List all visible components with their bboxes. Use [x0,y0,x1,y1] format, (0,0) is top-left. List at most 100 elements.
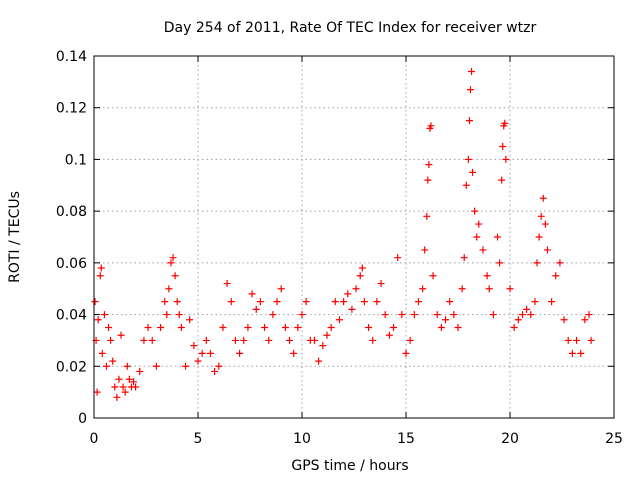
data-point [423,212,431,220]
data-point [473,233,481,241]
data-point [248,290,256,298]
data-point [533,259,541,267]
data-point [373,298,381,306]
data-point [406,336,414,344]
data-point [446,298,454,306]
data-point [548,298,556,306]
data-point [523,305,531,313]
data-point [315,357,323,365]
data-point [465,117,473,125]
data-point [117,331,125,339]
data-point [577,349,585,357]
data-point [273,298,281,306]
data-point [215,362,223,370]
data-point [198,349,206,357]
data-point [381,311,389,319]
data-point [514,316,522,324]
data-point [93,388,101,396]
data-point [281,324,289,331]
data-point [585,311,593,319]
data-point [541,220,549,228]
plot-frame [93,55,615,419]
chart-title: Day 254 of 2011, Rate Of TEC Index for r… [164,20,537,36]
data-point [236,349,244,357]
data-point [256,298,264,306]
data-point [244,324,252,331]
data-point [163,311,171,319]
data-point [464,155,472,163]
data-point [510,324,518,331]
data-point [539,194,547,202]
data-point [499,143,507,150]
data-point [302,298,310,306]
data-point [543,246,551,254]
data-point [506,285,514,293]
data-point [414,298,422,306]
data-point [352,285,360,293]
data-point [105,324,113,331]
data-point [121,388,129,396]
data-point [479,246,487,254]
data-point [227,298,235,306]
x-tick-label: 15 [397,431,415,447]
data-point [535,233,543,241]
data-point [358,264,366,272]
y-tick-label: 0.04 [56,308,87,324]
data-point [360,298,368,306]
data-point [144,324,152,331]
data-point [433,311,441,319]
data-point [390,324,398,331]
data-point [173,298,181,306]
data-point [319,342,327,350]
data-point [437,324,445,331]
data-point [111,383,119,391]
data-point [202,336,210,344]
y-tick-label: 0.12 [56,101,87,117]
data-point [98,349,106,357]
data-point [119,383,127,391]
data-point [286,336,294,344]
data-point [219,324,227,331]
data-point [427,122,435,130]
data-point [385,331,393,339]
data-point [458,285,466,293]
data-point [327,324,335,331]
data-point [91,298,99,306]
y-tick-labels: 0 0.02 0.04 0.06 0.08 0.1 0.12 0.14 [56,49,87,427]
data-point [537,212,545,220]
data-point [344,290,352,298]
x-tick-label: 10 [293,431,311,447]
data-point [240,336,248,344]
tick-marks [93,55,615,419]
data-point [527,311,535,319]
data-point [340,298,348,306]
data-point [462,181,470,189]
data-point [115,375,123,383]
data-point [194,357,202,365]
x-tick-label: 20 [501,431,519,447]
y-tick-label: 0.02 [56,359,87,375]
data-point [394,254,402,262]
data-point [498,176,506,184]
data-point [132,383,140,391]
data-point [531,298,539,306]
data-point [323,331,331,339]
data-point [265,336,273,344]
data-points [91,68,595,401]
data-point [496,259,504,267]
data-point [587,336,595,344]
data-point [252,305,260,313]
data-point [231,336,239,344]
data-point [97,264,105,272]
data-point [348,305,356,313]
data-point [475,220,483,228]
data-point [460,254,468,262]
data-point [169,254,177,262]
data-point [454,324,462,331]
data-point [365,324,373,331]
data-point [161,298,169,306]
data-point [148,336,156,344]
data-point [269,311,277,319]
data-point [410,311,418,319]
